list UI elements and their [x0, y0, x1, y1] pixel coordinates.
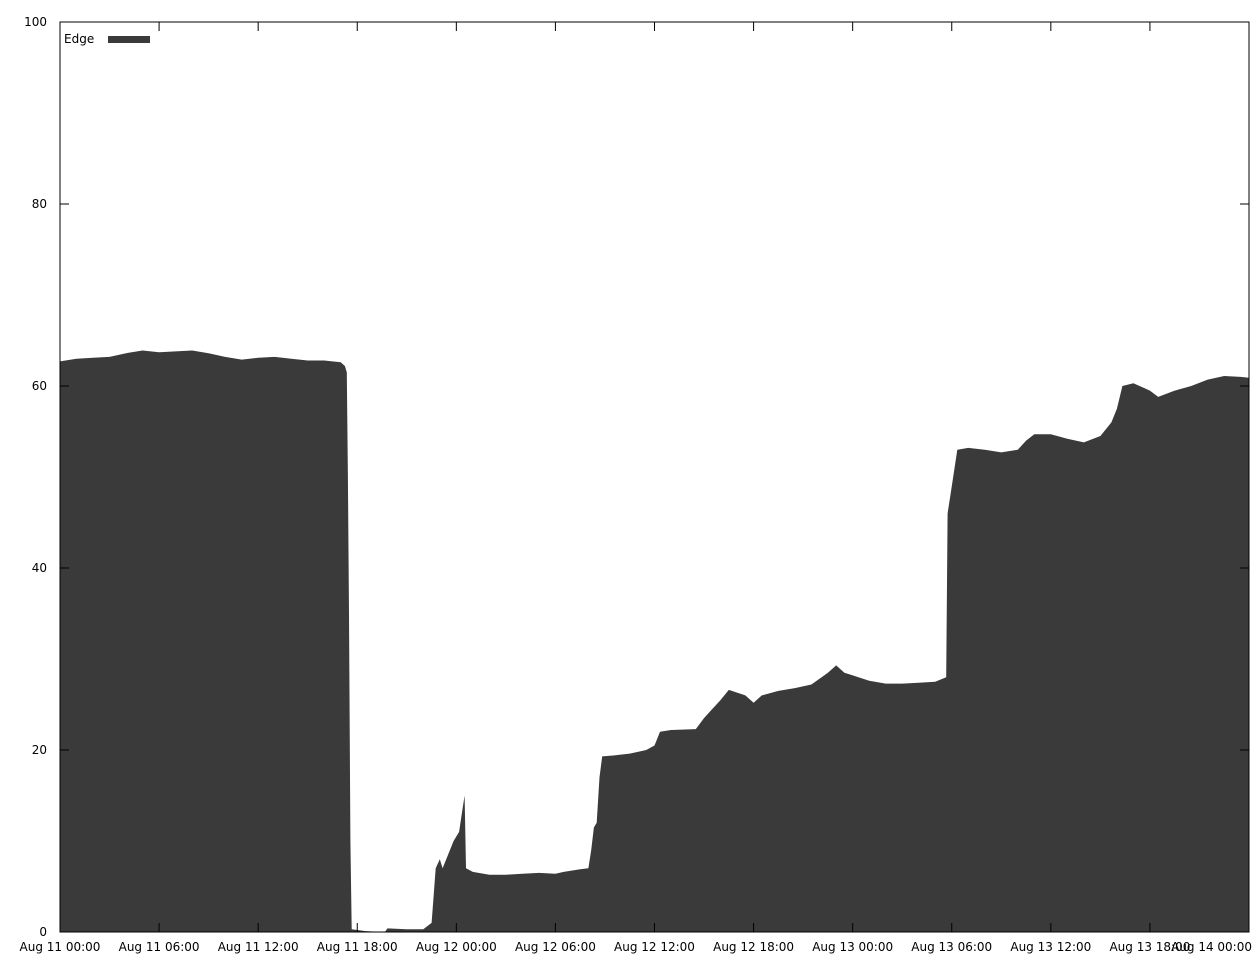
x-tick-label: Aug 13 12:00: [1010, 940, 1091, 954]
x-tick-label: Aug 12 18:00: [713, 940, 794, 954]
x-tick-label: Aug 12 12:00: [614, 940, 695, 954]
x-tick-label: Aug 11 12:00: [218, 940, 299, 954]
x-tick-label: Aug 11 06:00: [119, 940, 200, 954]
x-tick-label: Aug 11 18:00: [317, 940, 398, 954]
x-tick-label: Aug 12 00:00: [416, 940, 497, 954]
legend-swatch: [108, 36, 150, 43]
x-axis: Aug 11 00:00 Aug 11 06:00 Aug 11 12:00 Aug …: [20, 22, 1252, 954]
x-tick-label: Aug 14 00:00: [1171, 940, 1252, 954]
y-tick-label: 100: [24, 15, 47, 29]
legend-label: Edge: [64, 32, 94, 46]
x-tick-label: Aug 11 00:00: [20, 940, 101, 954]
y-tick-label: 80: [32, 197, 47, 211]
x-tick-label: Aug 13 00:00: [812, 940, 893, 954]
y-axis: 0 20 40 60 80 100: [24, 15, 1249, 939]
y-tick-label: 20: [32, 743, 47, 757]
series-layer: [60, 350, 1249, 932]
x-tick-label: Aug 13 18:00: [1109, 940, 1190, 954]
y-tick-label: 60: [32, 379, 47, 393]
legend: Edge: [64, 32, 150, 46]
x-tick-label: Aug 13 06:00: [911, 940, 992, 954]
y-tick-label: 40: [32, 561, 47, 575]
series-area-edge: [60, 350, 1249, 932]
y-tick-label: 0: [39, 925, 47, 939]
x-tick-label: Aug 12 06:00: [515, 940, 596, 954]
